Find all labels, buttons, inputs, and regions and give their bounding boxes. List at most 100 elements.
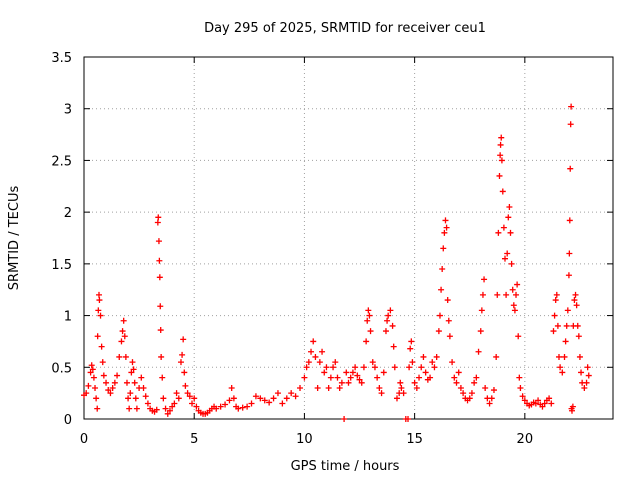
data-point: [341, 416, 348, 422]
data-point: [327, 374, 334, 381]
data-point: [499, 188, 506, 195]
data-point: [488, 395, 495, 402]
data-point: [457, 384, 464, 391]
data-point: [171, 400, 178, 407]
data-point: [389, 322, 396, 329]
data-point: [175, 395, 182, 402]
data-point: [516, 374, 523, 381]
data-point: [153, 406, 160, 413]
data-point: [500, 224, 507, 231]
data-point: [466, 395, 473, 402]
data-point: [88, 362, 95, 369]
data-point: [387, 307, 394, 314]
data-point: [87, 369, 94, 376]
data-point: [573, 302, 580, 309]
data-point: [169, 403, 176, 410]
data-point: [131, 379, 138, 386]
data-point: [554, 322, 561, 329]
data-point: [496, 172, 503, 179]
data-point: [446, 333, 453, 340]
data-point: [181, 369, 188, 376]
data-point: [155, 238, 162, 245]
data-point: [105, 387, 112, 394]
data-point: [349, 369, 356, 376]
data-point: [352, 364, 359, 371]
data-point: [418, 364, 425, 371]
data-point: [94, 405, 101, 412]
data-point: [338, 379, 345, 386]
data-point: [248, 400, 255, 407]
data-point: [562, 338, 569, 345]
data-point: [438, 286, 445, 293]
y-tick-label: 0.5: [51, 361, 72, 376]
data-point: [180, 336, 187, 343]
data-point: [583, 379, 590, 386]
data-point: [157, 303, 164, 310]
data-point: [119, 328, 126, 335]
data-point: [319, 348, 326, 355]
data-point: [252, 393, 259, 400]
data-point: [127, 390, 134, 397]
data-point: [409, 359, 416, 366]
chart-title: Day 295 of 2025, SRMTID for receiver ceu…: [204, 21, 486, 36]
data-point: [575, 333, 582, 340]
data-point: [96, 297, 103, 304]
data-point: [140, 384, 147, 391]
data-point: [541, 400, 548, 407]
data-point: [177, 359, 184, 366]
data-point: [303, 364, 310, 371]
data-point: [90, 374, 97, 381]
data-point: [367, 328, 374, 335]
data-point: [585, 372, 592, 379]
x-tick-label: 10: [296, 432, 313, 447]
data-point: [99, 359, 106, 366]
data-point: [411, 379, 418, 386]
data-point: [100, 372, 107, 379]
data-point: [179, 351, 186, 358]
data-point: [539, 403, 546, 410]
data-point: [364, 317, 371, 324]
data-point: [494, 291, 501, 298]
data-point: [416, 374, 423, 381]
data-point: [107, 390, 114, 397]
data-point: [130, 366, 137, 373]
data-point: [550, 328, 557, 335]
data-point: [552, 297, 559, 304]
data-point: [133, 405, 140, 412]
data-point: [505, 214, 512, 221]
data-point: [581, 384, 588, 391]
data-point: [325, 384, 332, 391]
data-point: [157, 327, 164, 334]
data-point: [363, 338, 370, 345]
y-tick-label: 1: [64, 310, 72, 325]
data-point: [551, 312, 558, 319]
data-point: [449, 359, 456, 366]
data-point: [230, 395, 237, 402]
data-point: [186, 393, 193, 400]
data-point: [239, 404, 246, 411]
data-point: [366, 312, 373, 319]
data-point: [312, 353, 319, 360]
data-point: [564, 307, 571, 314]
data-point: [498, 134, 505, 141]
y-tick-label: 3: [64, 103, 72, 118]
data-point: [497, 152, 504, 159]
data-point: [156, 257, 163, 264]
data-point: [406, 364, 413, 371]
data-point: [435, 328, 442, 335]
data-point: [413, 384, 420, 391]
data-point: [535, 397, 542, 404]
data-point: [321, 369, 328, 376]
data-point: [347, 374, 354, 381]
data-point: [154, 219, 161, 226]
data-point: [479, 291, 486, 298]
data-point: [316, 359, 323, 366]
data-point: [400, 390, 407, 397]
axis-ticks: 0 0.5 1 1.5 2 2.5 3 3.5 0 5 10 15 20: [51, 51, 613, 447]
data-point: [574, 322, 581, 329]
data-point: [354, 372, 361, 379]
data-point: [378, 390, 385, 397]
data-point: [563, 322, 570, 329]
data-point: [142, 393, 149, 400]
data-point: [365, 307, 372, 314]
